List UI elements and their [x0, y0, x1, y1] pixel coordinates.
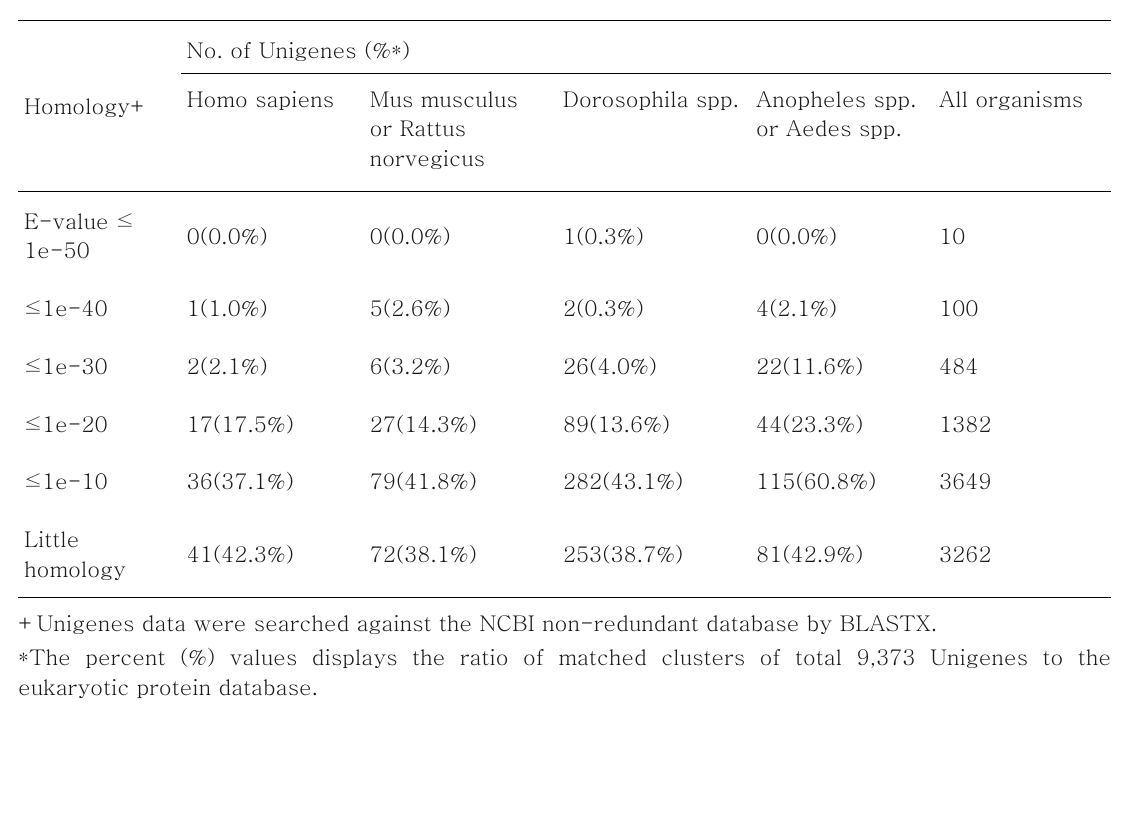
table-row: Little homology 41(42.3%) 72(38.1%) 253(… — [18, 510, 1111, 598]
cell: 27(14.3%) — [364, 395, 557, 453]
cell: 0(0.0%) — [750, 191, 933, 279]
cell: 1(1.0%) — [181, 279, 364, 337]
col-header: All organisms — [933, 73, 1111, 191]
cell: 484 — [933, 337, 1111, 395]
cell: 36(37.1%) — [181, 452, 364, 510]
row-label: E-value ≤ 1e-50 — [18, 191, 181, 279]
cell: 253(38.7%) — [557, 510, 750, 598]
cell: 1382 — [933, 395, 1111, 453]
table-row: ≤1e-40 1(1.0%) 5(2.6%) 2(0.3%) 4(2.1%) 1… — [18, 279, 1111, 337]
cell: 5(2.6%) — [364, 279, 557, 337]
footnote: +Unigenes data were searched against the… — [18, 608, 1111, 638]
cell: 3649 — [933, 452, 1111, 510]
homology-table: Homology+ No. of Unigenes (%*) Homo sapi… — [18, 20, 1111, 598]
col-header: Mus musculus or Rattus norvegicus — [364, 73, 557, 191]
row-label: ≤1e-20 — [18, 395, 181, 453]
footnotes: +Unigenes data were searched against the… — [18, 608, 1111, 701]
table-row: E-value ≤ 1e-50 0(0.0%) 0(0.0%) 1(0.3%) … — [18, 191, 1111, 279]
cell: 44(23.3%) — [750, 395, 933, 453]
cell: 0(0.0%) — [181, 191, 364, 279]
row-label: ≤1e-30 — [18, 337, 181, 395]
cell: 3262 — [933, 510, 1111, 598]
cell: 79(41.8%) — [364, 452, 557, 510]
cell: 0(0.0%) — [364, 191, 557, 279]
table-row: ≤1e-20 17(17.5%) 27(14.3%) 89(13.6%) 44(… — [18, 395, 1111, 453]
cell: 89(13.6%) — [557, 395, 750, 453]
footnote: *The percent (%) values displays the rat… — [18, 642, 1111, 701]
cell: 26(4.0%) — [557, 337, 750, 395]
col-header: Anopheles spp. or Aedes spp. — [750, 73, 933, 191]
table-row: ≤1e-10 36(37.1%) 79(41.8%) 282(43.1%) 11… — [18, 452, 1111, 510]
cell: 10 — [933, 191, 1111, 279]
cell: 4(2.1%) — [750, 279, 933, 337]
column-spanner: No. of Unigenes (%*) — [181, 21, 1111, 74]
row-label: Little homology — [18, 510, 181, 598]
cell: 81(42.9%) — [750, 510, 933, 598]
cell: 100 — [933, 279, 1111, 337]
row-label: ≤1e-40 — [18, 279, 181, 337]
row-header: Homology+ — [18, 21, 181, 192]
cell: 72(38.1%) — [364, 510, 557, 598]
row-label: ≤1e-10 — [18, 452, 181, 510]
col-header: Dorosophila spp. — [557, 73, 750, 191]
cell: 115(60.8%) — [750, 452, 933, 510]
cell: 22(11.6%) — [750, 337, 933, 395]
cell: 1(0.3%) — [557, 191, 750, 279]
table-row: ≤1e-30 2(2.1%) 6(3.2%) 26(4.0%) 22(11.6%… — [18, 337, 1111, 395]
table-body: E-value ≤ 1e-50 0(0.0%) 0(0.0%) 1(0.3%) … — [18, 191, 1111, 598]
cell: 17(17.5%) — [181, 395, 364, 453]
col-header: Homo sapiens — [181, 73, 364, 191]
cell: 282(43.1%) — [557, 452, 750, 510]
cell: 2(0.3%) — [557, 279, 750, 337]
cell: 6(3.2%) — [364, 337, 557, 395]
cell: 2(2.1%) — [181, 337, 364, 395]
cell: 41(42.3%) — [181, 510, 364, 598]
